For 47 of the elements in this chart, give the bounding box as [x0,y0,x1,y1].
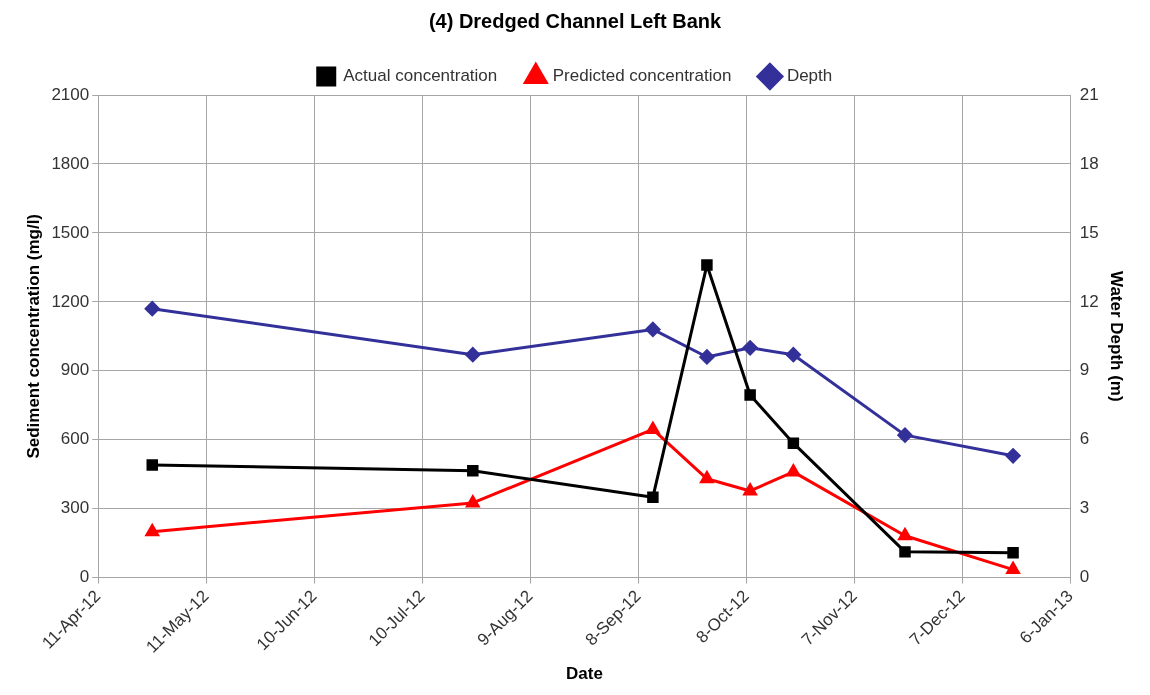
point [647,491,659,503]
point [144,301,160,317]
point [899,546,911,558]
point [742,340,758,356]
y-tick-label: 300 [60,498,90,518]
y2-tick-label: 9 [1079,360,1090,380]
y-tick-label: 600 [60,429,90,449]
x-axis-title: Date [566,664,603,684]
y2-tick-label: 15 [1079,222,1099,242]
point [785,347,801,363]
point [898,528,912,541]
point [786,464,801,477]
point [787,437,800,449]
y-tick-label: 2100 [51,84,90,104]
y2-tick-label: 6 [1079,429,1090,449]
point [465,347,481,363]
point [743,483,757,496]
legend-label: Depth [786,66,833,86]
point [897,427,913,443]
y-tick-label: 900 [60,360,90,380]
y2-tick-label: 0 [1079,567,1090,587]
y-axis-title: Sediment concentration (mg/l) [23,213,43,459]
y-tick-label: 0 [79,567,90,587]
point [1006,562,1020,575]
legend-label: Actual concentration [343,66,498,86]
y-tick-label: 1800 [51,153,90,173]
y-tick-label: 1500 [51,222,90,242]
point [700,471,714,484]
y2-tick-label: 12 [1079,291,1099,311]
legend-label: Predicted concentration [552,66,732,86]
point [645,321,661,337]
y2-tick-label: 21 [1079,84,1099,104]
y2-axis-title: Water Depth (m) [1107,270,1127,402]
point [146,459,158,471]
y2-tick-label: 3 [1079,498,1090,518]
chart-title: (4) Dredged Channel Left Bank [428,9,722,32]
point [646,421,660,434]
point [145,524,159,537]
y-tick-label: 1200 [51,291,90,311]
y2-tick-label: 18 [1079,153,1099,173]
point [1007,547,1019,559]
point [699,349,715,365]
point [744,389,756,401]
point [701,259,713,271]
point [1005,448,1021,464]
point [466,495,480,508]
point [467,465,479,477]
